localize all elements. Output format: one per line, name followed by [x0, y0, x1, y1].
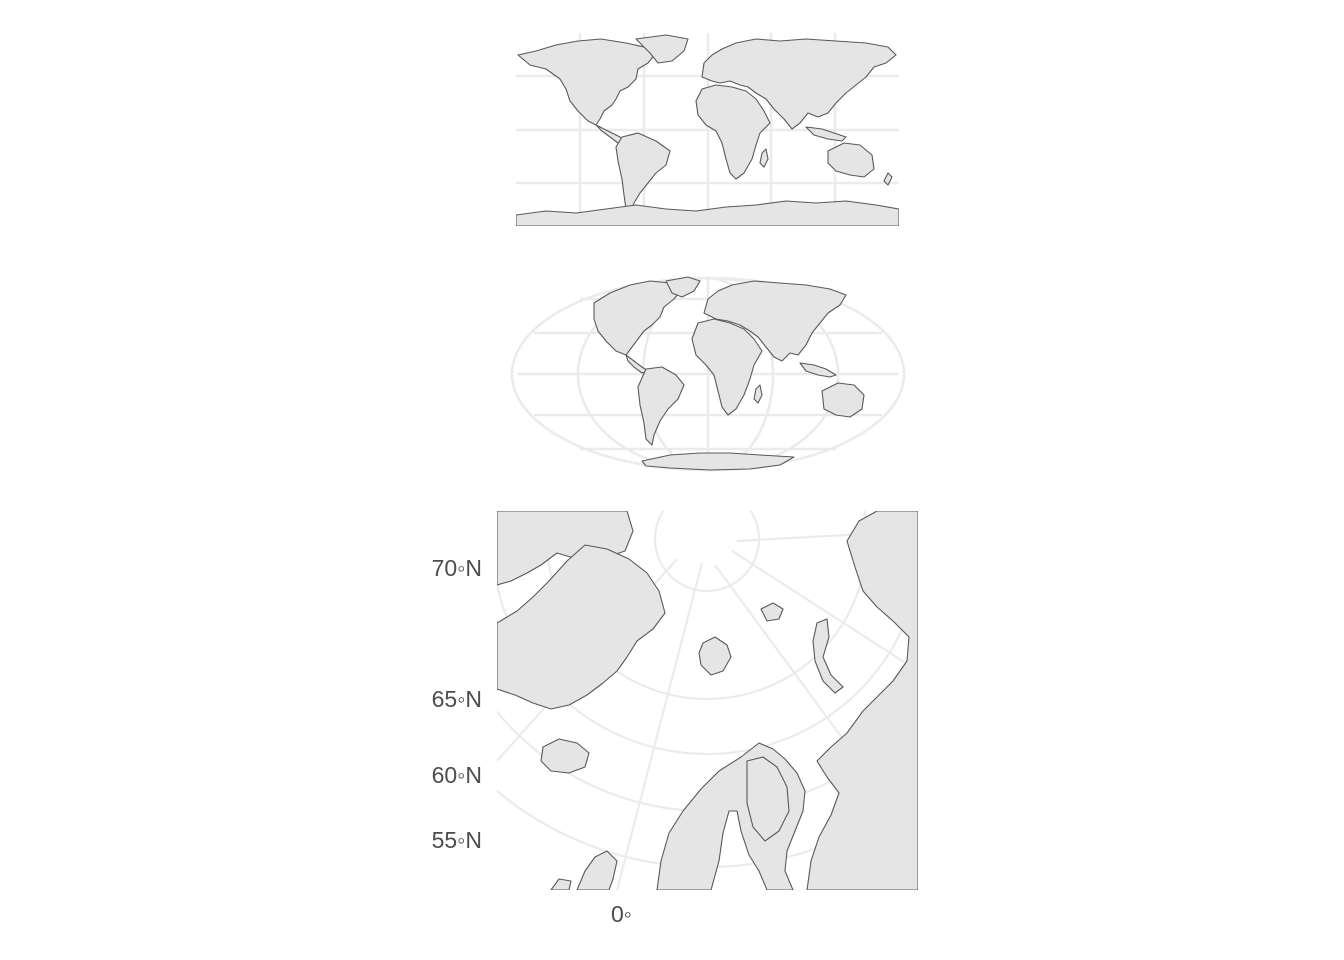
y-axis-label-60n: 60◦N	[431, 762, 482, 788]
new-zealand	[883, 172, 893, 186]
madagascar	[759, 148, 769, 168]
africa	[691, 318, 763, 416]
greenland	[635, 34, 689, 64]
equirectangular-world-map	[516, 33, 899, 226]
landmasses	[497, 511, 918, 890]
finland	[746, 756, 790, 842]
africa	[695, 84, 771, 180]
franz-josef-land	[760, 602, 784, 622]
great-britain	[576, 850, 618, 890]
antarctica	[641, 452, 795, 471]
mollweide-map-svg	[510, 276, 906, 472]
equirectangular-map-svg	[516, 33, 899, 226]
south-america	[637, 366, 685, 446]
iceland	[540, 738, 590, 774]
landmasses	[516, 34, 899, 226]
polar-north-atlantic-map	[497, 511, 918, 890]
ireland	[550, 878, 572, 890]
landmasses	[593, 276, 865, 471]
north-america	[517, 38, 657, 126]
antarctica	[516, 200, 899, 226]
madagascar	[753, 384, 763, 404]
australia	[821, 382, 865, 418]
south-america	[615, 132, 671, 214]
y-axis-label-70n: 70◦N	[431, 555, 482, 581]
x-axis-label-0: 0◦	[611, 901, 632, 927]
north-america	[593, 280, 683, 356]
y-axis-label-65n: 65◦N	[431, 686, 482, 712]
australia	[827, 142, 875, 178]
svalbard	[698, 636, 732, 676]
greenland	[665, 276, 701, 298]
russia	[806, 511, 918, 890]
indonesia	[805, 126, 847, 142]
indonesia	[799, 362, 837, 378]
polar-map-svg	[497, 511, 918, 890]
mollweide-world-map	[510, 275, 906, 473]
eurasia	[703, 280, 847, 362]
y-axis-label-55n: 55◦N	[431, 827, 482, 853]
greenland	[497, 544, 666, 710]
novaya-zemlya	[812, 618, 844, 694]
eurasia	[701, 38, 897, 130]
